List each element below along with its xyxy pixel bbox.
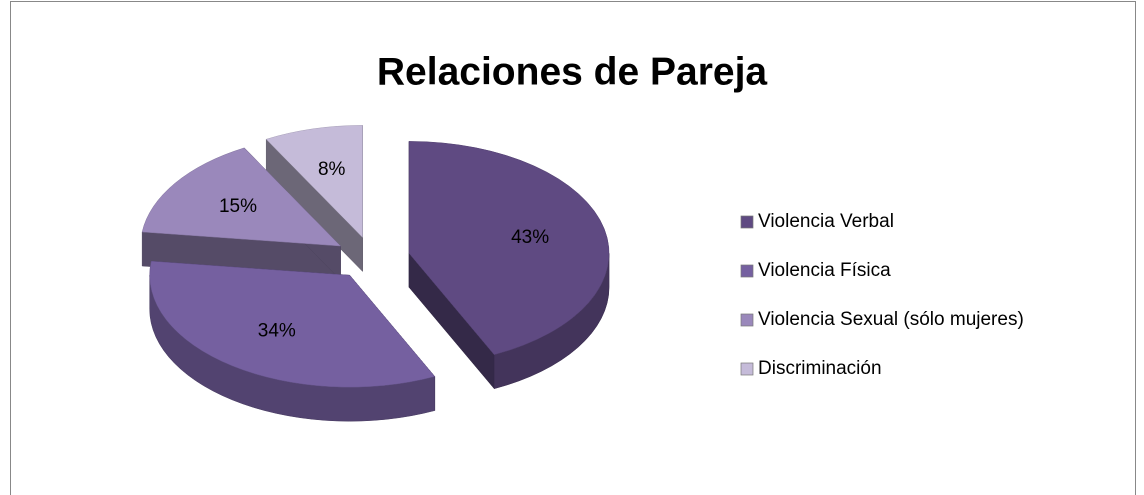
pie-slice	[149, 260, 436, 422]
data-label: 34%	[258, 320, 296, 341]
pie-slice	[141, 147, 342, 281]
legend-swatch	[740, 362, 754, 376]
slice-top	[408, 141, 610, 355]
legend-label: Violencia Sexual (sólo mujeres)	[758, 309, 1024, 330]
data-label: 15%	[219, 196, 257, 217]
chart-title: Relaciones de Pareja	[377, 50, 768, 93]
slice-top	[265, 125, 363, 239]
pie-slice	[408, 141, 610, 390]
legend-label: Discriminación	[758, 358, 882, 379]
legend-label: Violencia Verbal	[758, 211, 894, 232]
legend-swatch	[740, 215, 754, 229]
data-label: 8%	[318, 159, 346, 180]
legend-swatch	[740, 264, 754, 278]
data-label: 43%	[511, 227, 549, 248]
slice-top	[149, 260, 436, 388]
legend-swatch	[740, 313, 754, 327]
legend-label: Violencia Física	[758, 260, 891, 281]
slice-top	[141, 147, 342, 247]
